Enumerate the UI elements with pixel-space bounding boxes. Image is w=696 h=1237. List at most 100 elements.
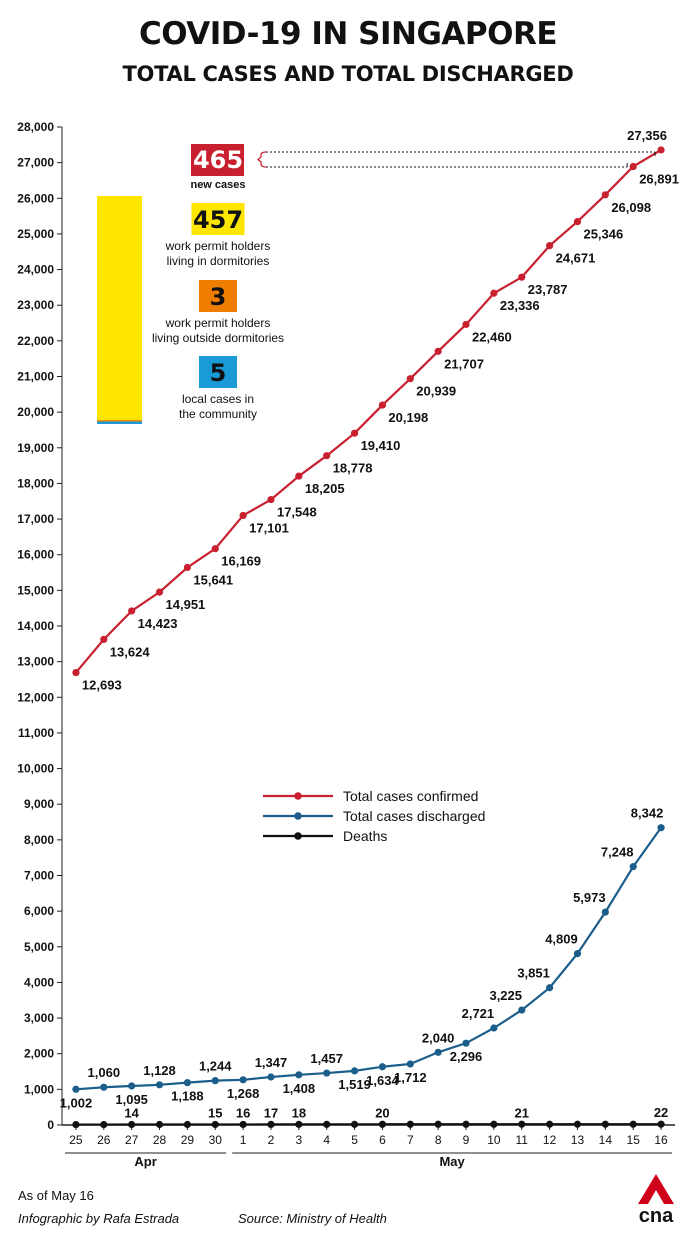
data-point bbox=[378, 1063, 387, 1071]
data-point bbox=[295, 1071, 303, 1079]
cna-logo-icon: cna bbox=[638, 1174, 674, 1227]
new-cases-bracket bbox=[256, 151, 267, 168]
data-label: 16 bbox=[236, 1105, 250, 1120]
data-label: 16,169 bbox=[221, 554, 261, 569]
y-tick-label: 1,000 bbox=[24, 1082, 54, 1096]
x-tick-label: 28 bbox=[153, 1133, 167, 1147]
data-label: 2,296 bbox=[450, 1049, 483, 1064]
data-point bbox=[100, 1083, 108, 1091]
data-point bbox=[72, 1120, 80, 1129]
stacked-bar-segment bbox=[97, 196, 142, 421]
data-point bbox=[518, 273, 526, 281]
data-label: 18 bbox=[292, 1105, 306, 1120]
legend-entry: Total cases confirmed bbox=[343, 788, 478, 804]
data-point bbox=[155, 1120, 164, 1129]
data-point bbox=[406, 375, 414, 383]
y-tick-label: 16,000 bbox=[17, 548, 54, 562]
data-point bbox=[573, 949, 582, 958]
y-tick-label: 12,000 bbox=[17, 690, 54, 704]
category-label-line2: the community bbox=[179, 407, 257, 421]
data-label: 18,778 bbox=[333, 461, 373, 476]
data-label: 21,707 bbox=[444, 356, 484, 371]
data-point bbox=[323, 1069, 331, 1077]
data-label: 1,457 bbox=[310, 1051, 343, 1066]
y-tick-label: 0 bbox=[47, 1118, 54, 1132]
data-label: 17 bbox=[264, 1105, 278, 1120]
y-tick-label: 15,000 bbox=[17, 583, 54, 597]
x-tick-label: 3 bbox=[295, 1133, 302, 1147]
data-point bbox=[350, 1120, 359, 1128]
data-point bbox=[462, 1039, 470, 1047]
data-label: 21 bbox=[515, 1105, 529, 1120]
data-point bbox=[100, 635, 108, 644]
data-point bbox=[406, 1060, 414, 1068]
data-point bbox=[323, 452, 331, 460]
x-tick-label: 11 bbox=[516, 1133, 529, 1147]
legend-swatch-dot bbox=[294, 832, 302, 840]
data-label: 1,002 bbox=[60, 1095, 93, 1110]
data-label: 20,939 bbox=[416, 384, 456, 399]
data-label: 13,624 bbox=[110, 644, 151, 659]
category-label-line1: work permit holders bbox=[165, 239, 271, 253]
data-label: 14,423 bbox=[138, 616, 178, 631]
data-point bbox=[518, 1120, 526, 1128]
data-point bbox=[267, 1073, 275, 1081]
x-tick-label: 1 bbox=[240, 1133, 247, 1147]
x-tick-label: 16 bbox=[654, 1133, 668, 1147]
infographic-credit: Infographic by Rafa Estrada bbox=[18, 1211, 180, 1226]
data-label: 2,721 bbox=[462, 1006, 495, 1021]
data-point bbox=[629, 863, 637, 871]
x-tick-label: 2 bbox=[268, 1133, 275, 1147]
y-tick-label: 18,000 bbox=[17, 476, 54, 490]
data-label: 1,519 bbox=[338, 1077, 371, 1092]
data-label: 14 bbox=[124, 1106, 139, 1121]
data-label: 2,040 bbox=[422, 1030, 455, 1045]
data-point bbox=[72, 1085, 80, 1093]
x-tick-label: 15 bbox=[627, 1133, 641, 1147]
series-line-1 bbox=[75, 827, 662, 1091]
data-label: 3,851 bbox=[517, 966, 550, 981]
data-point bbox=[657, 146, 665, 154]
data-point bbox=[490, 1024, 498, 1032]
data-point bbox=[239, 511, 247, 520]
x-tick-label: 27 bbox=[125, 1133, 139, 1147]
x-tick-label: 13 bbox=[571, 1133, 585, 1147]
new-cases-value: 465 bbox=[193, 146, 243, 174]
data-point bbox=[518, 1006, 526, 1014]
y-tick-label: 5,000 bbox=[24, 940, 54, 954]
data-point bbox=[601, 191, 609, 199]
data-label: 18,205 bbox=[305, 481, 345, 496]
data-label: 23,787 bbox=[528, 282, 568, 297]
data-point bbox=[573, 1120, 582, 1128]
category-label-line2: living in dormitories bbox=[167, 254, 270, 268]
data-label: 24,671 bbox=[556, 251, 596, 266]
category-label-line2: living outside dormitories bbox=[152, 331, 284, 345]
data-label: 8,342 bbox=[631, 806, 664, 821]
data-point bbox=[350, 429, 359, 437]
legend-swatch-dot bbox=[294, 812, 302, 820]
data-label: 1,060 bbox=[88, 1065, 121, 1080]
data-point bbox=[573, 217, 582, 226]
category-badge bbox=[199, 280, 237, 312]
data-label: 19,410 bbox=[361, 438, 401, 453]
data-point bbox=[155, 588, 164, 596]
y-tick-label: 7,000 bbox=[24, 869, 54, 883]
data-point bbox=[350, 1067, 359, 1075]
series-line-0 bbox=[75, 149, 662, 674]
data-point bbox=[183, 1079, 191, 1087]
data-label: 23,336 bbox=[500, 298, 540, 313]
y-tick-label: 25,000 bbox=[17, 227, 54, 241]
data-point bbox=[155, 1081, 164, 1089]
y-tick-label: 22,000 bbox=[17, 334, 54, 348]
data-point bbox=[211, 1077, 219, 1085]
category-badge bbox=[199, 356, 237, 388]
x-tick-label: 8 bbox=[435, 1133, 442, 1147]
data-point bbox=[378, 1120, 387, 1128]
data-point bbox=[629, 1120, 637, 1128]
x-tick-label: 9 bbox=[463, 1133, 470, 1147]
x-tick-label: 12 bbox=[543, 1133, 557, 1147]
category-value: 457 bbox=[193, 206, 243, 234]
data-point bbox=[657, 1120, 665, 1128]
data-point bbox=[601, 908, 609, 916]
